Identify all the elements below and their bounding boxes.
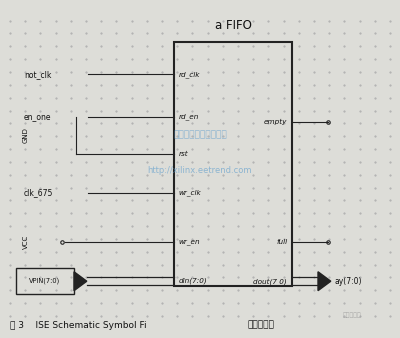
Text: en_one: en_one — [24, 112, 52, 121]
Text: din(7:0): din(7:0) — [179, 278, 208, 285]
Text: VPIN(7:0): VPIN(7:0) — [29, 278, 61, 285]
Text: VCC: VCC — [23, 235, 29, 249]
Text: not_clk: not_clk — [24, 70, 51, 79]
Text: wr_clk: wr_clk — [179, 189, 202, 196]
Text: wr_en: wr_en — [179, 239, 200, 245]
Text: http://xilinx.eetrend.com: http://xilinx.eetrend.com — [148, 166, 252, 175]
Text: full: full — [276, 239, 287, 245]
Text: rd_en: rd_en — [179, 113, 199, 120]
Text: 部分原理图: 部分原理图 — [248, 321, 275, 330]
Bar — [174, 42, 292, 286]
Text: rst: rst — [179, 151, 188, 157]
Polygon shape — [318, 272, 331, 291]
Bar — [16, 268, 74, 294]
Text: 创新网聚汉思中文社区: 创新网聚汉思中文社区 — [173, 131, 227, 140]
Text: ay(7:0): ay(7:0) — [335, 277, 362, 286]
Text: dout(7 0): dout(7 0) — [254, 278, 287, 285]
Polygon shape — [74, 272, 87, 291]
Text: empty: empty — [264, 119, 287, 125]
Text: GND: GND — [23, 127, 29, 143]
Text: 图 3    ISE Schematic Symbol Fi: 图 3 ISE Schematic Symbol Fi — [10, 321, 147, 330]
Text: a FIFO: a FIFO — [214, 19, 252, 32]
Text: 电子发烧友: 电子发烧友 — [343, 312, 361, 318]
Text: clk_675: clk_675 — [24, 188, 53, 197]
Text: rd_clk: rd_clk — [179, 71, 200, 78]
